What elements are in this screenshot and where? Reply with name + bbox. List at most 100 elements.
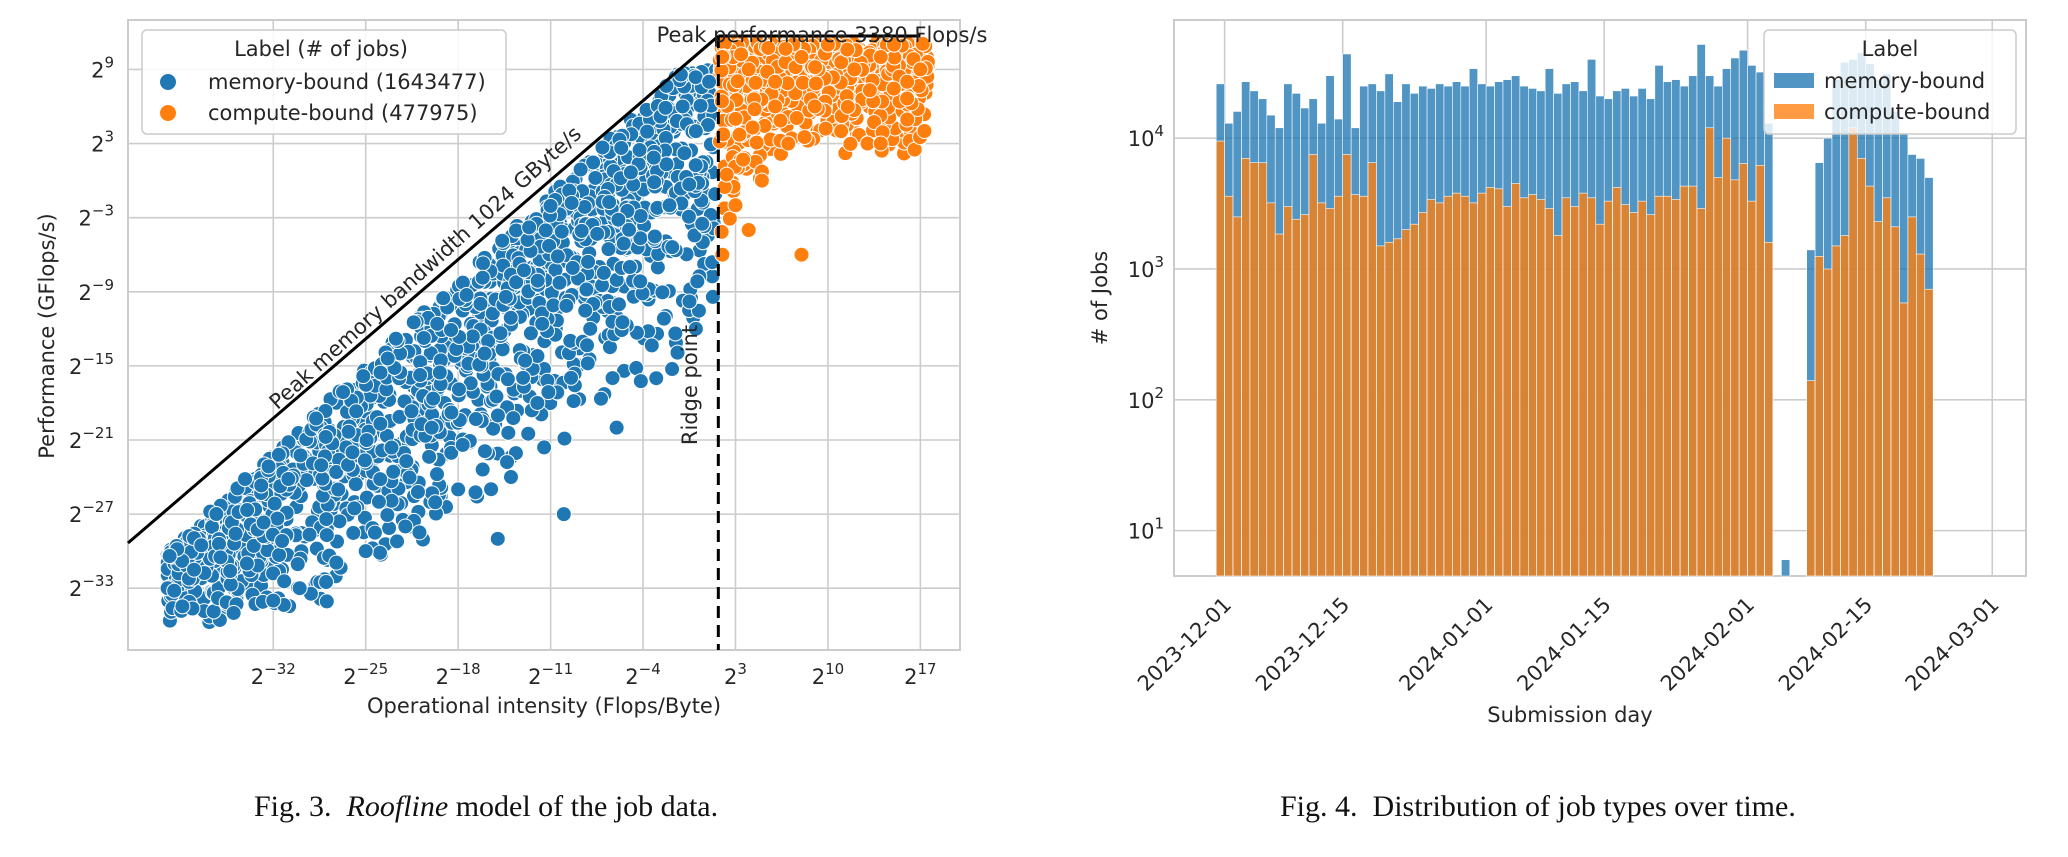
compute-bound-point <box>872 49 889 66</box>
memory-bound-point <box>210 535 227 552</box>
memory-bound-point <box>592 390 609 407</box>
memory-bound-point <box>492 325 509 342</box>
memory-bound-point <box>667 325 684 342</box>
compute-bound-bar <box>1890 226 1900 577</box>
compute-bound-bar <box>1325 208 1335 577</box>
memory-bound-point <box>357 543 374 560</box>
roofline-legend: Label (# of jobs) memory-bound (1643477)… <box>141 29 507 135</box>
memory-bound-point <box>601 194 618 211</box>
memory-bound-point <box>645 149 662 166</box>
roofline-legend-marker-compute <box>160 105 176 121</box>
roofline-legend-label-memory: memory-bound (1643477) <box>208 70 486 94</box>
compute-bound-point <box>747 74 764 91</box>
memory-bound-point <box>661 197 678 214</box>
memory-bound-point <box>694 215 711 232</box>
roofline-chart: 2−32 2−25 2−18 2−11 2−4 23 210 217 29 23 2−3 2−9 2−… <box>35 19 987 718</box>
memory-bound-point <box>582 320 599 337</box>
distribution-legend-title: Label <box>1862 37 1919 61</box>
memory-bound-point <box>649 259 666 276</box>
compute-bound-bar <box>1224 195 1234 577</box>
memory-bound-point <box>331 513 348 530</box>
roofline-y-tick-label: 2−33 <box>69 572 114 601</box>
memory-bound-point <box>664 239 681 256</box>
compute-bound-point <box>721 210 738 227</box>
memory-bound-point <box>239 502 256 519</box>
memory-bound-point <box>318 527 335 544</box>
compute-bound-point <box>753 172 770 189</box>
compute-bound-bar <box>1916 253 1926 577</box>
compute-bound-bar <box>1705 127 1715 577</box>
memory-bound-point <box>355 368 372 385</box>
memory-bound-point <box>572 161 589 178</box>
memory-bound-point <box>689 273 706 290</box>
memory-bound-point <box>318 593 335 610</box>
memory-bound-point <box>265 592 282 609</box>
compute-bound-point <box>740 61 757 78</box>
memory-bound-point <box>610 296 627 313</box>
memory-bound-point <box>500 424 517 441</box>
compute-bound-point <box>733 46 750 63</box>
memory-bound-point <box>580 253 597 270</box>
roofline-y-tick-label: 29 <box>91 53 114 82</box>
memory-bound-point <box>600 241 617 258</box>
memory-bound-point <box>340 423 357 440</box>
compute-bound-bar <box>1587 197 1597 577</box>
compute-bound-point <box>760 39 777 56</box>
compute-bound-bar <box>1317 202 1327 577</box>
memory-bound-point <box>579 355 596 372</box>
compute-bound-point <box>861 82 878 99</box>
compute-bound-bar <box>1401 229 1411 577</box>
compute-bound-bar <box>1907 216 1917 577</box>
compute-bound-point <box>727 197 744 214</box>
distribution-y-tick-label: 102 <box>1128 384 1164 413</box>
compute-bound-bar <box>1755 165 1765 577</box>
memory-bound-point <box>692 97 709 114</box>
memory-bound-point <box>222 563 239 580</box>
compute-bound-bar <box>1308 154 1318 577</box>
memory-bound-point <box>291 580 308 597</box>
memory-bound-point <box>676 145 693 162</box>
compute-bound-point <box>806 98 823 115</box>
memory-bound-point <box>431 364 448 381</box>
roofline-y-ticks: 29 23 2−3 2−9 2−15 2−21 2−27 2−33 <box>69 53 114 601</box>
memory-bound-point <box>289 556 306 573</box>
memory-bound-point <box>594 139 611 156</box>
memory-bound-point <box>464 328 481 345</box>
roofline-x-tick-label: 2−25 <box>343 660 388 689</box>
compute-bound-point <box>842 135 859 152</box>
compute-bound-bar <box>1333 195 1344 577</box>
compute-bound-bar <box>1452 192 1462 577</box>
compute-bound-point <box>807 75 824 92</box>
memory-bound-point <box>595 264 612 281</box>
memory-bound-point <box>654 284 671 301</box>
compute-bound-point <box>735 151 752 168</box>
memory-bound-point <box>274 533 291 550</box>
compute-bound-point <box>846 61 863 78</box>
memory-bound-point <box>467 411 484 428</box>
distribution-x-tick-label: 2024-02-15 <box>1774 593 1877 696</box>
roofline-y-tick-label: 23 <box>91 128 114 157</box>
distribution-legend-swatch-compute <box>1774 104 1814 119</box>
memory-bound-point <box>610 211 627 228</box>
memory-bound-point <box>435 290 452 307</box>
memory-bound-point <box>502 469 519 486</box>
memory-bound-point <box>245 537 262 554</box>
memory-bound-point <box>536 439 553 456</box>
memory-bound-point <box>556 430 573 447</box>
roofline-y-axis-label: Performance (GFlops/s) <box>35 213 59 458</box>
memory-bound-point <box>541 237 558 254</box>
memory-bound-point <box>389 533 406 550</box>
compute-bound-bar <box>1511 183 1521 577</box>
memory-bound-point <box>443 444 460 461</box>
compute-bound-bar <box>1722 137 1732 577</box>
compute-bound-point <box>740 222 757 238</box>
compute-bound-bar <box>1654 195 1664 577</box>
compute-bound-bar <box>1494 188 1504 577</box>
compute-bound-bar <box>1485 187 1495 577</box>
memory-bound-point <box>443 321 460 338</box>
memory-bound-point <box>346 500 363 517</box>
memory-bound-point <box>308 410 325 427</box>
memory-bound-point <box>225 604 242 621</box>
compute-bound-point <box>899 73 916 90</box>
compute-bound-bar <box>1359 195 1369 577</box>
